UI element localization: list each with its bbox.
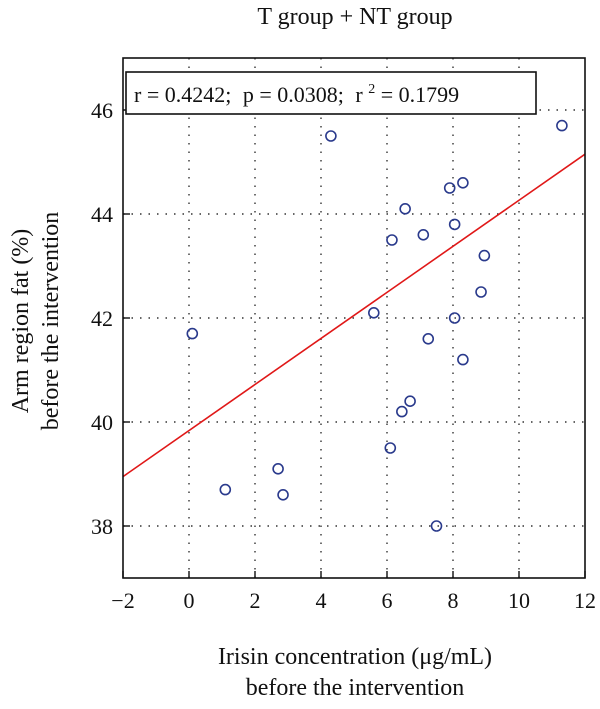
data-point: [475, 286, 487, 298]
data-point: [396, 405, 408, 418]
data-point: [367, 306, 380, 319]
stats-box: [125, 71, 537, 115]
x-tick-label: 8: [448, 588, 459, 613]
r2-prefix: r: [355, 82, 363, 107]
data-point: [448, 218, 461, 231]
data-point: [443, 182, 456, 194]
data-point: [430, 520, 443, 532]
stats-text: r = 0.4242; p = 0.0308; r 2 = 0.1799: [134, 73, 459, 107]
x-tick-label: 0: [184, 588, 195, 613]
data-point: [186, 327, 199, 340]
y-axis-label: Arm region fat (%): [8, 229, 34, 414]
data-points: [186, 119, 568, 532]
x-tick-label: 12: [574, 588, 596, 613]
data-point: [272, 462, 284, 475]
y-tick-label: 44: [91, 202, 113, 227]
data-point: [478, 249, 491, 262]
r2-value: = 0.1799: [381, 82, 459, 107]
data-point: [556, 119, 568, 132]
x-tick-label: 6: [382, 588, 393, 613]
data-point: [448, 312, 461, 324]
data-point: [386, 234, 398, 246]
grid-lines: [123, 58, 585, 578]
data-point: [417, 229, 430, 241]
data-point: [404, 395, 416, 408]
x-axis-label: Irisin concentration (μg/mL): [218, 644, 492, 670]
r2-exponent: 2: [368, 82, 375, 97]
p-stat: p = 0.0308;: [243, 82, 344, 107]
data-point: [325, 130, 337, 142]
x-tick-label: 10: [508, 588, 530, 613]
data-point: [399, 203, 411, 215]
y-axis-label-line2: before the intervention: [38, 212, 64, 431]
stats-annotation: r = 0.4242; p = 0.0308; r 2 = 0.1799: [125, 71, 537, 115]
data-point: [457, 353, 469, 366]
y-tick-label: 42: [91, 306, 113, 331]
data-point: [384, 442, 397, 454]
x-axis-label-line2: before the intervention: [246, 675, 465, 701]
data-point: [457, 177, 469, 189]
data-point: [422, 332, 435, 345]
y-tick-label: 38: [91, 514, 113, 539]
data-point: [219, 483, 232, 496]
chart-title: T group + NT group: [257, 4, 452, 30]
data-point: [277, 488, 289, 501]
y-tick-label: 46: [91, 98, 113, 123]
regression-line: [122, 153, 586, 478]
x-tick-label: 2: [250, 588, 261, 613]
y-tick-label: 40: [91, 410, 113, 435]
x-tick-label: −2: [111, 588, 134, 613]
x-tick-label: 4: [316, 588, 327, 613]
r-stat: r = 0.4242;: [134, 82, 231, 107]
